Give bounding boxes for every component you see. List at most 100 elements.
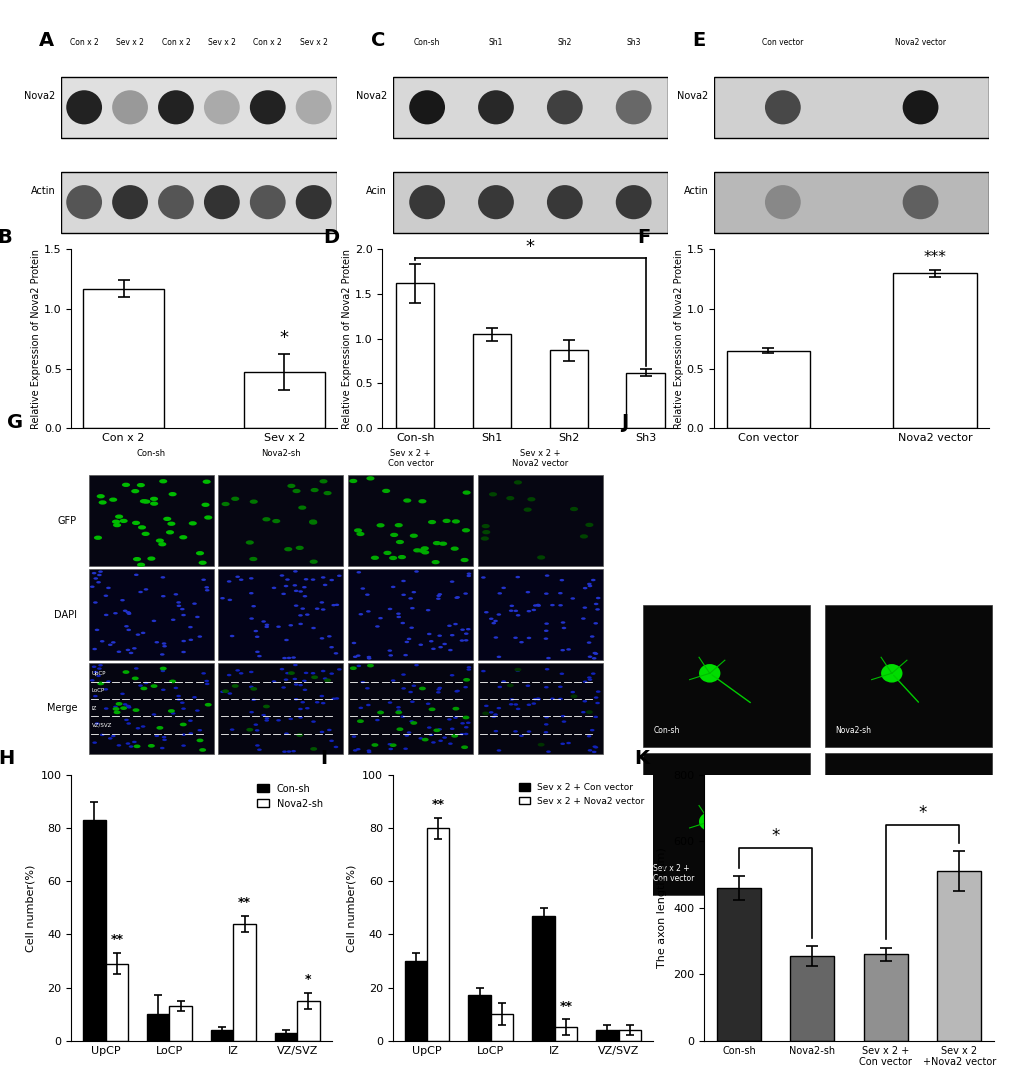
Circle shape xyxy=(126,722,130,725)
Circle shape xyxy=(590,579,595,581)
Circle shape xyxy=(296,733,303,737)
Bar xyxy=(790,956,834,1041)
Circle shape xyxy=(537,555,545,559)
Circle shape xyxy=(449,674,454,676)
Circle shape xyxy=(125,611,130,614)
Circle shape xyxy=(505,496,514,501)
Circle shape xyxy=(570,507,578,512)
Circle shape xyxy=(396,616,400,618)
Circle shape xyxy=(452,623,458,625)
FancyBboxPatch shape xyxy=(713,77,988,138)
Circle shape xyxy=(544,717,548,719)
Circle shape xyxy=(205,589,209,592)
Circle shape xyxy=(508,609,513,612)
Circle shape xyxy=(115,515,123,519)
Circle shape xyxy=(264,720,269,722)
Circle shape xyxy=(125,743,130,745)
Circle shape xyxy=(255,650,260,653)
Circle shape xyxy=(484,611,488,614)
Circle shape xyxy=(263,705,270,708)
Circle shape xyxy=(181,734,185,736)
Text: **: ** xyxy=(431,798,444,811)
Bar xyxy=(233,924,256,1041)
Circle shape xyxy=(329,739,333,743)
Bar xyxy=(549,350,587,428)
Circle shape xyxy=(322,583,327,586)
Circle shape xyxy=(113,710,120,714)
Ellipse shape xyxy=(296,90,331,125)
Circle shape xyxy=(126,706,131,709)
Circle shape xyxy=(360,681,365,683)
Text: C: C xyxy=(370,31,384,51)
Circle shape xyxy=(311,579,315,581)
Circle shape xyxy=(525,684,530,687)
Circle shape xyxy=(229,635,234,637)
Circle shape xyxy=(442,519,450,524)
Circle shape xyxy=(192,696,197,698)
Circle shape xyxy=(120,599,124,602)
Circle shape xyxy=(163,517,171,521)
Circle shape xyxy=(201,579,206,581)
Circle shape xyxy=(298,505,306,509)
Text: Sev x 2 +
Nova2 vector: Sev x 2 + Nova2 vector xyxy=(512,449,568,468)
Circle shape xyxy=(315,607,319,610)
Bar xyxy=(823,605,991,747)
Circle shape xyxy=(92,572,97,575)
Circle shape xyxy=(388,654,392,657)
Text: B: B xyxy=(0,228,12,247)
Circle shape xyxy=(144,682,148,684)
Circle shape xyxy=(293,605,299,607)
Circle shape xyxy=(336,668,341,671)
Circle shape xyxy=(466,572,471,575)
Circle shape xyxy=(360,588,365,590)
Circle shape xyxy=(122,704,127,706)
Circle shape xyxy=(137,483,145,488)
Circle shape xyxy=(160,576,165,579)
FancyBboxPatch shape xyxy=(392,77,667,138)
Circle shape xyxy=(298,708,303,710)
Circle shape xyxy=(99,501,107,505)
Circle shape xyxy=(536,698,540,700)
Circle shape xyxy=(590,672,595,675)
Circle shape xyxy=(97,682,104,685)
Circle shape xyxy=(140,499,148,503)
Text: E: E xyxy=(691,31,704,51)
Bar xyxy=(218,476,343,567)
Circle shape xyxy=(400,622,405,624)
Circle shape xyxy=(365,593,369,596)
Circle shape xyxy=(108,644,112,646)
Text: Sev x 2: Sev x 2 xyxy=(208,38,235,47)
Circle shape xyxy=(516,614,520,617)
Circle shape xyxy=(264,718,269,720)
Circle shape xyxy=(389,744,396,747)
Circle shape xyxy=(324,679,331,682)
Text: **: ** xyxy=(558,999,572,1012)
Circle shape xyxy=(428,520,436,525)
Circle shape xyxy=(131,489,140,493)
Circle shape xyxy=(438,646,442,648)
Circle shape xyxy=(160,667,166,670)
Circle shape xyxy=(464,733,468,735)
Circle shape xyxy=(589,635,594,637)
Circle shape xyxy=(181,650,185,654)
Circle shape xyxy=(358,614,363,616)
Circle shape xyxy=(387,649,391,651)
Circle shape xyxy=(560,621,565,623)
Circle shape xyxy=(93,602,98,604)
Circle shape xyxy=(254,723,258,726)
Y-axis label: The axon length (μm): The axon length (μm) xyxy=(657,848,666,968)
Circle shape xyxy=(383,551,391,555)
Circle shape xyxy=(367,751,371,753)
Circle shape xyxy=(115,702,122,706)
Circle shape xyxy=(251,605,256,607)
Circle shape xyxy=(282,750,286,753)
Circle shape xyxy=(104,707,108,710)
Circle shape xyxy=(526,704,531,706)
Circle shape xyxy=(310,559,318,564)
Ellipse shape xyxy=(546,185,582,219)
Legend: Sev x 2 + Con vector, Sev x 2 + Nova2 vector: Sev x 2 + Con vector, Sev x 2 + Nova2 ve… xyxy=(516,779,648,810)
Circle shape xyxy=(508,605,514,607)
Text: Sev x 2: Sev x 2 xyxy=(116,38,144,47)
Circle shape xyxy=(257,655,262,657)
Circle shape xyxy=(309,519,317,524)
